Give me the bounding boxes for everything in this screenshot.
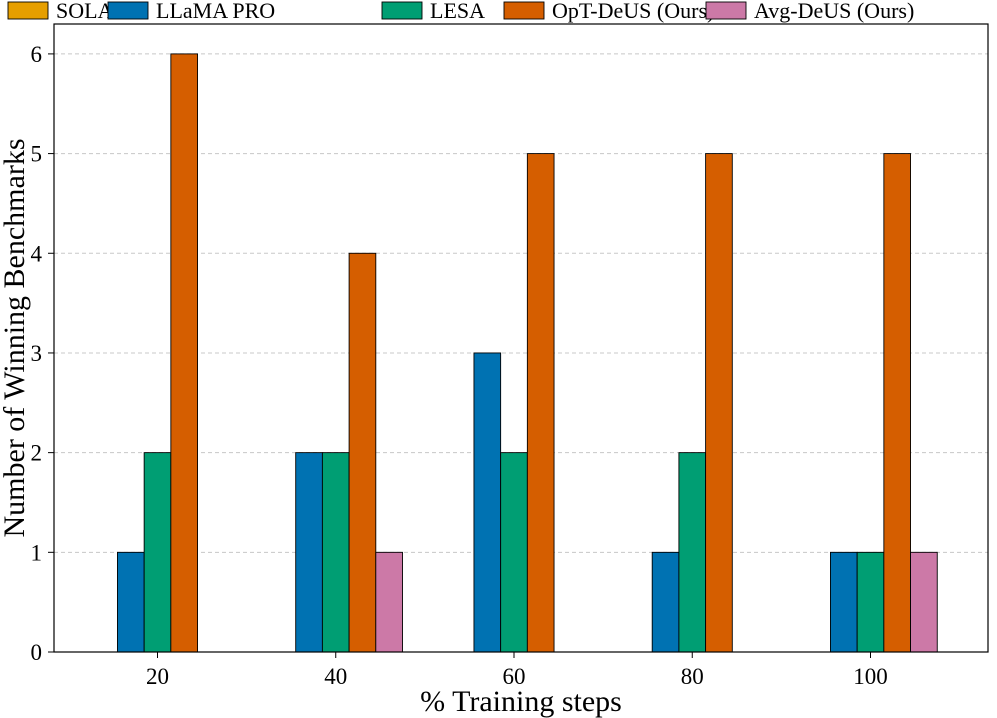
x-tick-label: 60 [503, 664, 526, 689]
y-tick-label: 5 [31, 142, 43, 167]
legend-item: LLaMA PRO [107, 0, 275, 23]
bars [116, 53, 938, 653]
bar-llama-pro-80 [651, 551, 680, 653]
x-tick-label: 100 [853, 664, 888, 689]
y-tick-label: 0 [31, 640, 43, 665]
legend: SOLAR LLaMA PRO LESA OpT-DeUS (Ours) Avg-DeU… [7, 0, 914, 23]
y-axis-title: Number of Winning Benchmarks [0, 139, 31, 538]
bar-opt-deus-ours-80 [705, 153, 733, 653]
plot-frame [53, 23, 989, 653]
bar-llama-pro-40 [295, 452, 323, 653]
legend-swatch [381, 1, 423, 20]
x-axis-ticks: 20 40 60 80 100 [146, 652, 888, 689]
bar-lesa-60 [500, 452, 528, 653]
bar-llama-pro-100 [830, 551, 858, 653]
y-tick-label: 2 [31, 441, 43, 466]
bar-llama-pro-60 [473, 352, 502, 653]
bar-llama-pro-20 [116, 551, 145, 653]
legend-item: Avg-DeUS (Ours) [705, 0, 914, 23]
bar-opt-deus-ours-60 [526, 153, 555, 653]
bar-lesa-80 [678, 452, 707, 653]
bar-lesa-40 [321, 452, 350, 653]
legend-label: OpT-DeUS (Ours) [552, 0, 714, 23]
legend-label: LESA [430, 0, 485, 23]
y-tick-label: 6 [31, 42, 43, 67]
legend-swatch [705, 1, 747, 20]
legend-swatch [7, 1, 49, 20]
legend-item: LESA [381, 0, 485, 23]
x-tick-label: 20 [146, 664, 169, 689]
bar-opt-deus-ours-40 [348, 252, 377, 653]
bar-lesa-20 [143, 452, 172, 653]
y-tick-label: 4 [31, 241, 43, 266]
legend-item: OpT-DeUS (Ours) [503, 0, 714, 23]
legend-label: Avg-DeUS (Ours) [754, 0, 914, 23]
bar-opt-deus-ours-20 [170, 53, 199, 653]
x-tick-label: 80 [681, 664, 704, 689]
y-tick-label: 1 [31, 540, 43, 565]
legend-swatch [503, 1, 545, 20]
bar-avg-deus-ours-100 [910, 551, 938, 653]
bar-avg-deus-ours-40 [375, 551, 403, 653]
y-tick-label: 3 [31, 341, 43, 366]
bar-opt-deus-ours-100 [883, 153, 911, 653]
bar-lesa-100 [856, 551, 885, 653]
legend-swatch [107, 1, 149, 20]
x-axis-title: % Training steps [420, 685, 622, 718]
x-tick-label: 40 [324, 664, 347, 689]
legend-label: LLaMA PRO [156, 0, 275, 23]
y-axis-ticks: 0 1 2 3 4 5 6 [31, 42, 54, 665]
